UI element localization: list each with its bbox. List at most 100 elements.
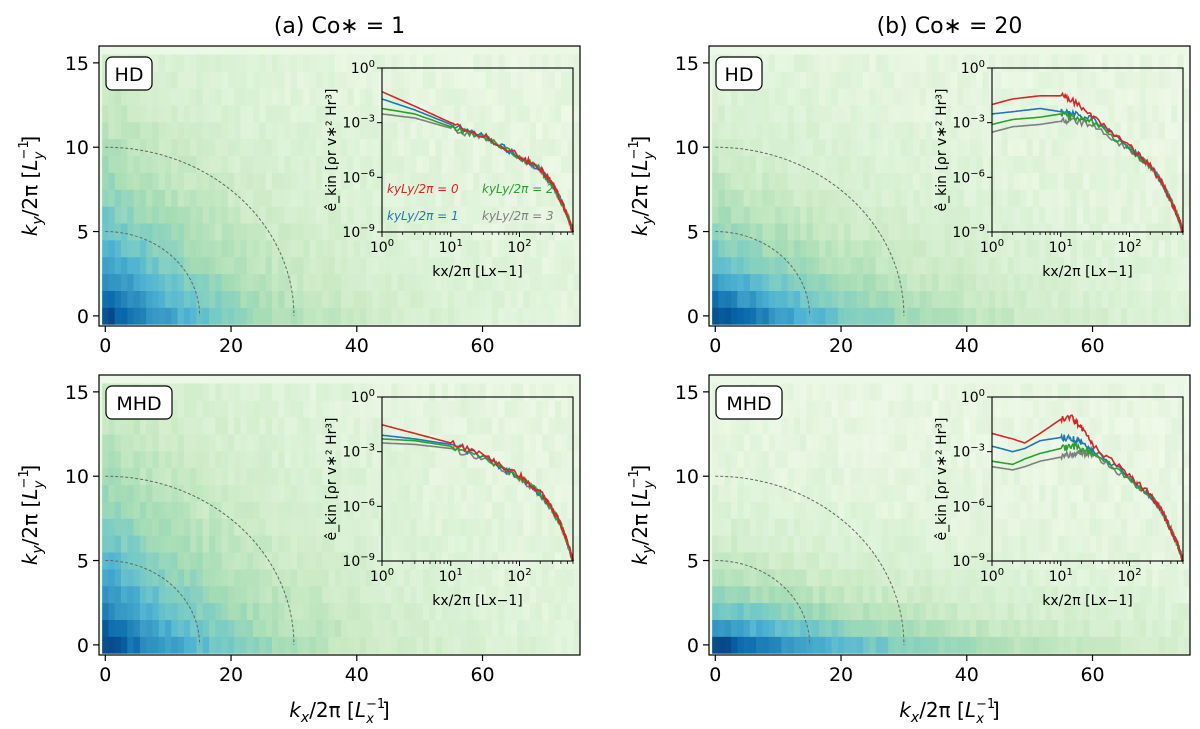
heatmap-cell bbox=[825, 434, 833, 452]
heatmap-cell bbox=[366, 88, 373, 106]
heatmap-cell bbox=[385, 307, 392, 325]
heatmap-cell bbox=[1032, 290, 1040, 308]
heatmap-cell bbox=[485, 535, 493, 553]
heatmap-cell bbox=[913, 239, 921, 258]
heatmap-cell bbox=[259, 54, 267, 72]
heatmap-cell bbox=[863, 585, 870, 604]
heatmap-cell bbox=[284, 71, 292, 89]
heatmap-cell bbox=[938, 172, 946, 190]
heatmap-cell bbox=[366, 138, 373, 157]
heatmap-cell bbox=[561, 518, 568, 536]
heatmap-cell bbox=[303, 383, 311, 401]
heatmap-cell bbox=[227, 290, 235, 308]
heatmap-cell bbox=[844, 239, 851, 258]
heatmap-cell bbox=[202, 383, 210, 401]
heatmap-cell bbox=[290, 138, 298, 157]
heatmap-cell bbox=[1045, 105, 1053, 123]
heatmap-cell bbox=[322, 585, 329, 604]
heatmap-cell bbox=[1013, 417, 1021, 435]
heatmap-cell bbox=[114, 239, 122, 258]
heatmap-cell bbox=[982, 290, 990, 308]
heatmap-cell bbox=[1133, 239, 1141, 258]
heatmap-cell bbox=[359, 88, 367, 106]
heatmap-cell bbox=[510, 290, 518, 308]
heatmap-cell bbox=[485, 307, 493, 325]
heatmap-cell bbox=[951, 239, 958, 258]
heatmap-cell bbox=[372, 383, 380, 401]
heatmap-cell bbox=[209, 585, 216, 604]
heatmap-cell bbox=[793, 71, 801, 89]
heatmap-cell bbox=[315, 518, 323, 536]
heatmap-cell bbox=[1114, 484, 1122, 502]
heatmap-cell bbox=[1057, 585, 1065, 604]
heatmap-cell bbox=[403, 467, 411, 486]
heatmap-cell bbox=[240, 417, 248, 435]
heatmap-cell bbox=[894, 223, 902, 241]
heatmap-cell bbox=[1064, 484, 1071, 502]
heatmap-cell bbox=[775, 518, 782, 536]
heatmap-cell bbox=[447, 54, 455, 72]
heatmap-cell bbox=[190, 256, 197, 275]
heatmap-cell bbox=[284, 121, 292, 140]
heatmap-cell bbox=[246, 155, 254, 173]
heatmap-cell bbox=[460, 619, 468, 637]
inset-y-tick-exp: −9 bbox=[360, 552, 375, 563]
heatmap-cell bbox=[1158, 155, 1166, 173]
heatmap-cell bbox=[1001, 467, 1009, 486]
heatmap-cell bbox=[359, 105, 367, 123]
heatmap-cell bbox=[422, 383, 430, 401]
heatmap-cell bbox=[1032, 484, 1040, 502]
heatmap-cell bbox=[196, 54, 204, 72]
heatmap-cell bbox=[152, 518, 160, 536]
heatmap-cell bbox=[863, 602, 870, 620]
heatmap-cell bbox=[535, 155, 543, 173]
heatmap-cell bbox=[976, 501, 983, 519]
heatmap-cell bbox=[309, 450, 317, 469]
heatmap-cell bbox=[259, 172, 267, 190]
heatmap-cell bbox=[435, 172, 443, 190]
heatmap-cell bbox=[227, 223, 235, 241]
heatmap-cell bbox=[322, 155, 329, 173]
heatmap-cell bbox=[573, 121, 581, 140]
heatmap-cell bbox=[1026, 239, 1034, 258]
heatmap-cell bbox=[1164, 155, 1172, 173]
heatmap-cell bbox=[1083, 155, 1090, 173]
heatmap-cell bbox=[454, 568, 461, 587]
heatmap-cell bbox=[1013, 172, 1021, 190]
heatmap-cell bbox=[881, 290, 889, 308]
heatmap-cell bbox=[328, 501, 336, 519]
heatmap-cell bbox=[567, 307, 575, 325]
heatmap-cell bbox=[523, 450, 531, 469]
heatmap-cell bbox=[1108, 105, 1115, 123]
heatmap-cell bbox=[1064, 290, 1071, 308]
heatmap-cell bbox=[787, 206, 795, 224]
heatmap-cell bbox=[108, 602, 116, 620]
heatmap-cell bbox=[303, 54, 311, 72]
heatmap-cell bbox=[372, 434, 380, 452]
heatmap-cell bbox=[1108, 568, 1115, 587]
heatmap-cell bbox=[1139, 450, 1147, 469]
heatmap-cell bbox=[139, 636, 147, 654]
heatmap-cell bbox=[1057, 619, 1065, 637]
heatmap-cell bbox=[938, 619, 946, 637]
heatmap-cell bbox=[529, 138, 537, 157]
heatmap-cell bbox=[932, 121, 939, 140]
heatmap-cell bbox=[819, 290, 826, 308]
heatmap-cell bbox=[1045, 307, 1053, 325]
heatmap-cell bbox=[529, 189, 537, 207]
heatmap-cell bbox=[932, 417, 939, 435]
heatmap-cell bbox=[869, 223, 877, 241]
heatmap-cell bbox=[372, 273, 380, 291]
heatmap-cell bbox=[888, 223, 895, 241]
heatmap-cell bbox=[309, 400, 317, 418]
heatmap-cell bbox=[1133, 467, 1141, 486]
heatmap-cell bbox=[1007, 484, 1015, 502]
heatmap-cell bbox=[177, 400, 185, 418]
heatmap-cell bbox=[1152, 121, 1159, 140]
heatmap-cell bbox=[913, 568, 921, 587]
heatmap-cell bbox=[856, 568, 864, 587]
heatmap-cell bbox=[466, 434, 474, 452]
heatmap-cell bbox=[982, 552, 990, 570]
heatmap-cell bbox=[907, 105, 914, 123]
heatmap-cell bbox=[875, 450, 883, 469]
